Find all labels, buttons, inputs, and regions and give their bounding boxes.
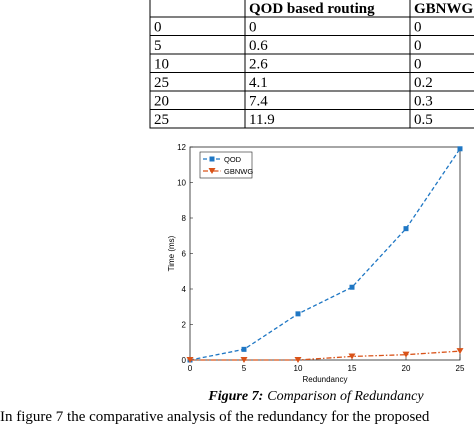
caption-label: Figure 7: [207, 389, 263, 404]
table-cell-text: 25 [154, 112, 169, 128]
table-cell-text: 7.4 [249, 94, 268, 110]
marker [348, 353, 356, 360]
marker [209, 156, 215, 162]
table-header-text: GBNWG [414, 1, 474, 17]
table-cell [149, 35, 246, 55]
table-cell [244, 35, 411, 55]
table-cell [244, 53, 411, 73]
table-header-text: QOD based routing [249, 1, 375, 17]
x-axis-label: Redundancy [303, 375, 348, 384]
table-cell-text: 0 [414, 38, 422, 54]
x-tick-label: 25 [456, 364, 465, 373]
marker [186, 357, 194, 363]
legend: QOD GBNWG [199, 151, 253, 179]
y-tick-label: 6 [182, 250, 187, 259]
marker [456, 348, 464, 355]
table-cell-text: 25 [154, 75, 169, 91]
marker [402, 351, 410, 358]
marker [349, 284, 355, 290]
plot-area [189, 146, 461, 361]
table-cell-text: 0.3 [414, 94, 433, 110]
table-header-cell [149, 0, 246, 18]
y-tick-label: 0 [182, 356, 187, 365]
y-tick-label: 10 [177, 179, 186, 188]
table-cell-text: 20 [154, 94, 169, 110]
marker [403, 226, 409, 232]
table-cell-text: 10 [154, 57, 169, 73]
y-axis-label: Time (ms) [167, 235, 176, 271]
table-cell-text: 5 [154, 38, 162, 54]
table-cell-text: 4.1 [249, 75, 268, 91]
table-cell-text: 0.6 [249, 38, 268, 54]
y-tick-label: 4 [182, 285, 187, 294]
table-cell [244, 90, 411, 110]
table-cell-text: 2.6 [249, 57, 268, 73]
table-cell [149, 16, 246, 36]
x-tick-label: 5 [242, 364, 247, 373]
table: QOD based routing GBNWG 0 0 0 5 0.6 0 10 2.6 0 25 4.… [149, 0, 474, 129]
table-cell-text: 0 [249, 20, 257, 36]
y-tick-label: 8 [182, 214, 187, 223]
marker [295, 311, 301, 317]
y-tick-label: 12 [177, 143, 186, 152]
series-line [190, 350, 461, 361]
marker [208, 168, 216, 174]
chart: 0 2 4 6 8 10 12 0 5 10 15 20 25 Redundancy Time (ms) QO… [167, 143, 465, 384]
y-tick-label: 2 [182, 321, 187, 330]
legend-label: QOD [224, 155, 242, 164]
caption: Figure 7: Comparison of Redundancy [207, 389, 424, 404]
x-tick-label: 0 [188, 364, 193, 373]
table-cell-text: 0 [414, 57, 422, 73]
table-cell-text: 0 [414, 20, 422, 36]
table-cell-text: 0.5 [414, 112, 433, 128]
caption-text: Comparison of Redundancy [267, 389, 424, 404]
table-cell [409, 109, 474, 129]
table-cell-text: 0.2 [414, 75, 433, 91]
table-cell-text: 11.9 [249, 112, 275, 128]
table-cell-text: 0 [154, 20, 162, 36]
marker [241, 346, 247, 352]
x-tick-label: 10 [294, 364, 303, 373]
paragraph: In figure 7 the comparative analysis of … [0, 409, 430, 425]
marker [457, 146, 463, 152]
x-tick-label: 20 [402, 364, 411, 373]
series-line [189, 148, 461, 361]
table-cell [244, 72, 411, 92]
legend-label: GBNWG [224, 167, 253, 176]
table-cell [244, 16, 411, 36]
legend-box [199, 151, 253, 179]
marker [240, 357, 248, 363]
x-tick-label: 15 [348, 364, 357, 373]
marker [294, 357, 302, 363]
